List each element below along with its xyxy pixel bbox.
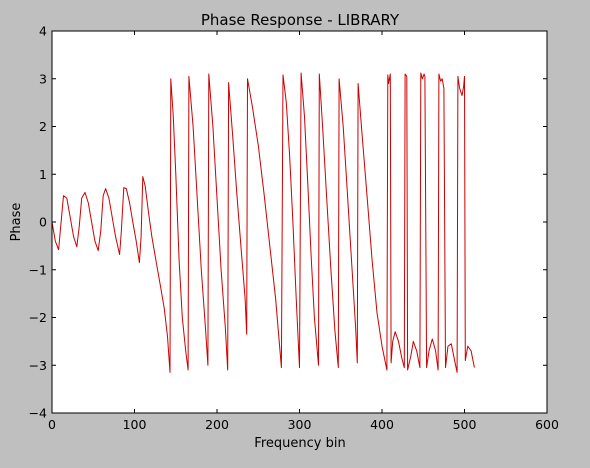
y-tick-label-7: 3 (39, 71, 47, 86)
y-axis-label: Phase (9, 203, 24, 242)
series-layer (51, 72, 475, 373)
y-tick-label-5: 1 (39, 167, 47, 182)
x-axis-label: Frequency bin (254, 436, 345, 451)
y-tick-label-0: −4 (29, 406, 47, 421)
x-tick-label-3: 300 (288, 417, 312, 432)
y-tick-label-4: 0 (39, 215, 47, 230)
x-tick-label-1: 100 (123, 417, 147, 432)
plot-area-frame (51, 30, 548, 414)
x-tick-label-2: 200 (205, 417, 229, 432)
chart-title: Phase Response - LIBRARY (201, 11, 400, 29)
y-tick-label-6: 2 (39, 119, 47, 134)
x-tick-label-4: 400 (370, 417, 394, 432)
x-tick-label-0: 0 (48, 417, 56, 432)
label-layer: 0 100 200 300 400 500 600 −4 −3 −2 −1 0 1 2 3 4 (29, 24, 559, 433)
series-line-0 (51, 72, 475, 373)
y-tick-label-1: −3 (29, 358, 47, 373)
x-tick-label-6: 600 (535, 417, 559, 432)
y-tick-label-8: 4 (39, 24, 47, 39)
y-tick-label-2: −2 (29, 310, 47, 325)
x-tick-label-5: 500 (453, 417, 477, 432)
y-tick-label-3: −1 (29, 262, 47, 277)
